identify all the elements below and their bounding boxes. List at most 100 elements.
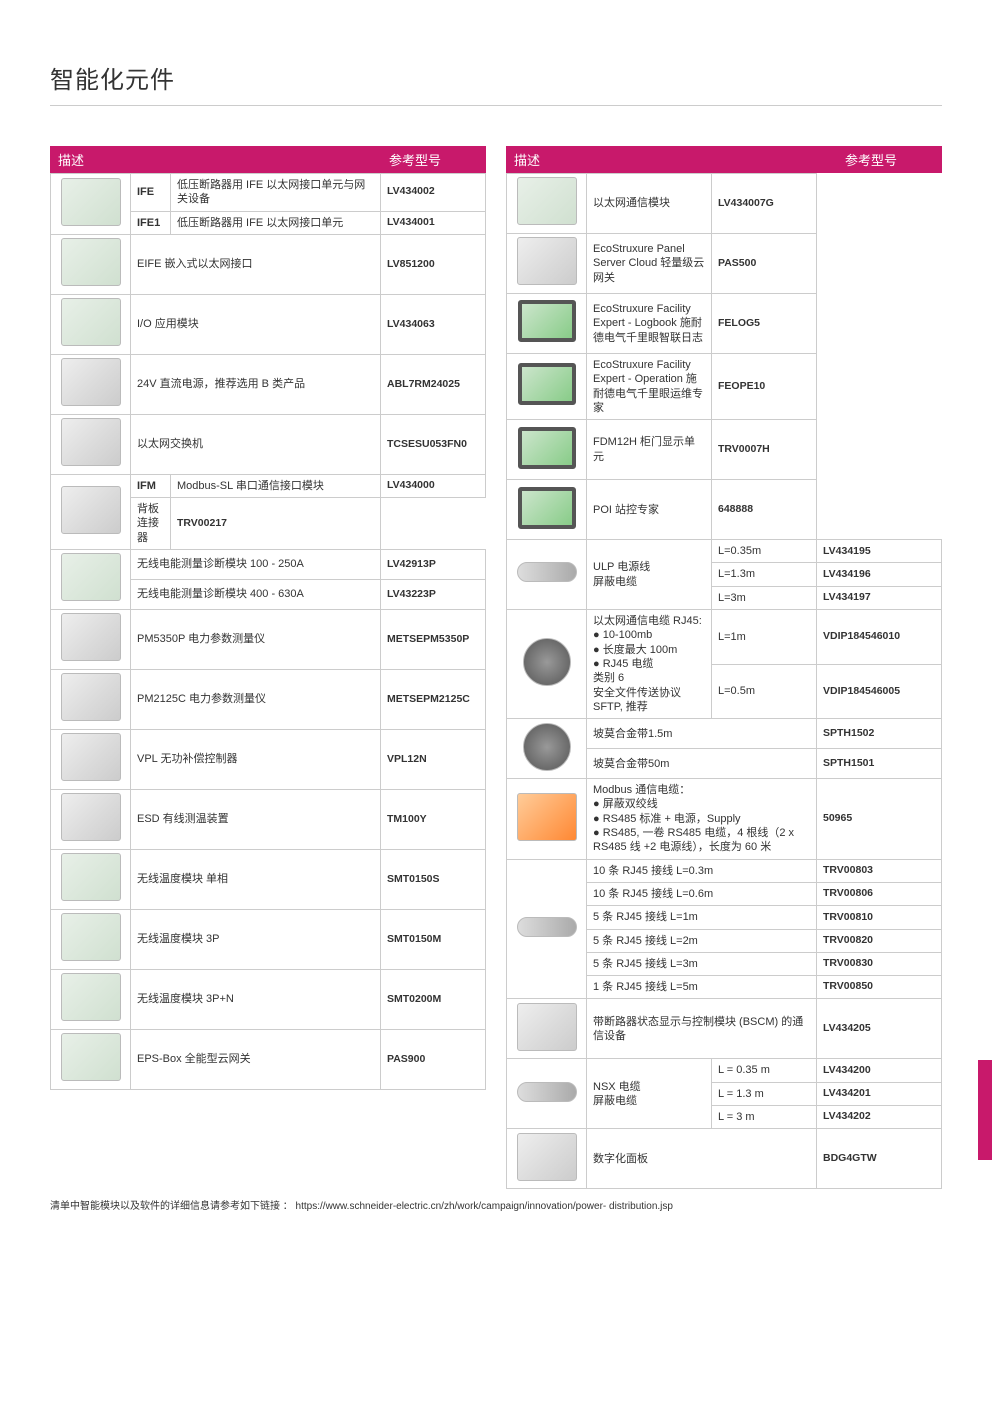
reference-number: LV434202 — [817, 1106, 942, 1129]
product-image-cell — [507, 1059, 587, 1129]
reference-number: LV434197 — [817, 586, 942, 609]
product-image-cell — [507, 174, 587, 234]
product-image-cell — [507, 420, 587, 480]
product-image-placeholder — [517, 1133, 577, 1181]
product-description: 无线温度模块 3P — [131, 910, 381, 970]
reference-number: TRV00806 — [817, 882, 942, 905]
product-image-cell — [51, 850, 131, 910]
product-image-placeholder — [61, 486, 121, 534]
product-image-cell — [51, 174, 131, 235]
table-row: 无线温度模块 3P+NSMT0200M — [51, 970, 486, 1030]
product-description: EIFE 嵌入式以太网接口 — [131, 234, 381, 294]
length-spec: L = 0.35 m — [712, 1059, 817, 1082]
table-row: VPL 无功补偿控制器VPL12N — [51, 730, 486, 790]
reference-number: LV42913P — [381, 550, 486, 580]
reference-number: 50965 — [817, 779, 942, 859]
table-row: EcoStruxure Facility Expert - Logbook 施耐… — [507, 294, 942, 354]
reference-number: LV434200 — [817, 1059, 942, 1082]
product-image-placeholder — [523, 723, 571, 771]
product-code: IFM — [131, 474, 171, 497]
product-description: 5 条 RJ45 接线 L=2m — [587, 929, 817, 952]
product-description: 1 条 RJ45 接线 L=5m — [587, 976, 817, 999]
product-image-placeholder — [61, 733, 121, 781]
table-row: 数字化面板BDG4GTW — [507, 1129, 942, 1189]
reference-number: TRV00850 — [817, 976, 942, 999]
product-description: 5 条 RJ45 接线 L=3m — [587, 952, 817, 975]
table-row: EcoStruxure Panel Server Cloud 轻量级云网关PAS… — [507, 234, 942, 294]
product-description: 以太网通信电缆 RJ45: ● 10-100mb ● 长度最大 100m ● R… — [587, 610, 712, 719]
product-description: 5 条 RJ45 接线 L=1m — [587, 906, 817, 929]
product-description: FDM12H 柜门显示单元 — [587, 420, 712, 480]
product-description: EcoStruxure Panel Server Cloud 轻量级云网关 — [587, 234, 712, 294]
reference-number: METSEPM2125C — [381, 670, 486, 730]
length-spec: L = 1.3 m — [712, 1082, 817, 1105]
product-description: NSX 电缆 屏蔽电缆 — [587, 1059, 712, 1129]
table-row: 10 条 RJ45 接线 L=0.3mTRV00803 — [507, 859, 942, 882]
product-image-placeholder — [517, 793, 577, 841]
product-description: 以太网通信模块 — [587, 174, 712, 234]
reference-number: TRV00803 — [817, 859, 942, 882]
product-image-placeholder — [518, 487, 576, 529]
product-image-cell — [51, 910, 131, 970]
product-description: 24V 直流电源，推荐选用 B 类产品 — [131, 354, 381, 414]
product-description: 无线电能测量诊断模块 100 - 250A — [131, 550, 381, 580]
reference-number: SMT0150M — [381, 910, 486, 970]
table-row: ULP 电源线 屏蔽电缆L=0.35mLV434195 — [507, 540, 942, 563]
table-row: POI 站控专家648888 — [507, 480, 942, 540]
product-image-placeholder — [61, 418, 121, 466]
table-row: 以太网通信电缆 RJ45: ● 10-100mb ● 长度最大 100m ● R… — [507, 610, 942, 665]
product-description: ESD 有线测温装置 — [131, 790, 381, 850]
product-description: Modbus 通信电缆： ● 屏蔽双绞线 ● RS485 标准 + 电源，Sup… — [587, 779, 817, 859]
product-image-placeholder — [517, 237, 577, 285]
table-row: I/O 应用模块LV434063 — [51, 294, 486, 354]
table-row: 24V 直流电源，推荐选用 B 类产品ABL7RM24025 — [51, 354, 486, 414]
product-image-placeholder — [61, 973, 121, 1021]
product-description: 带断路器状态显示与控制模块 (BSCM) 的通信设备 — [587, 999, 817, 1059]
product-description: 无线温度模块 3P+N — [131, 970, 381, 1030]
product-image-placeholder — [61, 793, 121, 841]
product-image-placeholder — [61, 178, 121, 226]
table-row: 以太网通信模块LV434007G — [507, 174, 942, 234]
product-image-cell — [51, 970, 131, 1030]
product-description: 坡莫合金带1.5m — [587, 719, 817, 749]
length-spec: L=1m — [712, 610, 817, 665]
table-row: EIFE 嵌入式以太网接口LV851200 — [51, 234, 486, 294]
product-description: 10 条 RJ45 接线 L=0.6m — [587, 882, 817, 905]
header-desc: 描述 — [506, 146, 837, 173]
product-description: EPS-Box 全能型云网关 — [131, 1030, 381, 1090]
product-image-cell — [507, 610, 587, 719]
product-image-placeholder — [61, 853, 121, 901]
product-description: 10 条 RJ45 接线 L=0.3m — [587, 859, 817, 882]
table-row: 无线电能测量诊断模块 100 - 250ALV42913P — [51, 550, 486, 580]
product-description: EcoStruxure Facility Expert - Operation … — [587, 354, 712, 420]
reference-number: VDIP184546005 — [817, 664, 942, 719]
reference-number: FEOPE10 — [712, 354, 817, 420]
right-column: 描述 参考型号 以太网通信模块LV434007GEcoStruxure Pane… — [506, 146, 942, 1189]
reference-number: LV851200 — [381, 234, 486, 294]
product-image-placeholder — [61, 673, 121, 721]
product-image-cell — [507, 999, 587, 1059]
product-description: I/O 应用模块 — [131, 294, 381, 354]
product-description: POI 站控专家 — [587, 480, 712, 540]
reference-number: METSEPM5350P — [381, 610, 486, 670]
product-description: 无线电能测量诊断模块 400 - 630A — [131, 580, 381, 610]
product-image-cell — [507, 1129, 587, 1189]
reference-number: TRV00820 — [817, 929, 942, 952]
right-table-header: 描述 参考型号 — [506, 146, 942, 173]
table-row: 坡莫合金带1.5mSPTH1502 — [507, 719, 942, 749]
reference-number: PAS500 — [712, 234, 817, 294]
reference-number: LV434000 — [381, 474, 486, 497]
product-image-cell — [507, 480, 587, 540]
header-desc: 描述 — [50, 146, 381, 173]
product-image-cell — [51, 474, 131, 549]
product-image-cell — [51, 790, 131, 850]
reference-number: TCSESU053FN0 — [381, 414, 486, 474]
left-table-header: 描述 参考型号 — [50, 146, 486, 173]
reference-number: VPL12N — [381, 730, 486, 790]
product-code: IFE1 — [131, 211, 171, 234]
reference-number: VDIP184546010 — [817, 610, 942, 665]
reference-number: 648888 — [712, 480, 817, 540]
table-row: 以太网交换机TCSESU053FN0 — [51, 414, 486, 474]
product-image-cell — [51, 550, 131, 610]
reference-number: LV434196 — [817, 563, 942, 586]
